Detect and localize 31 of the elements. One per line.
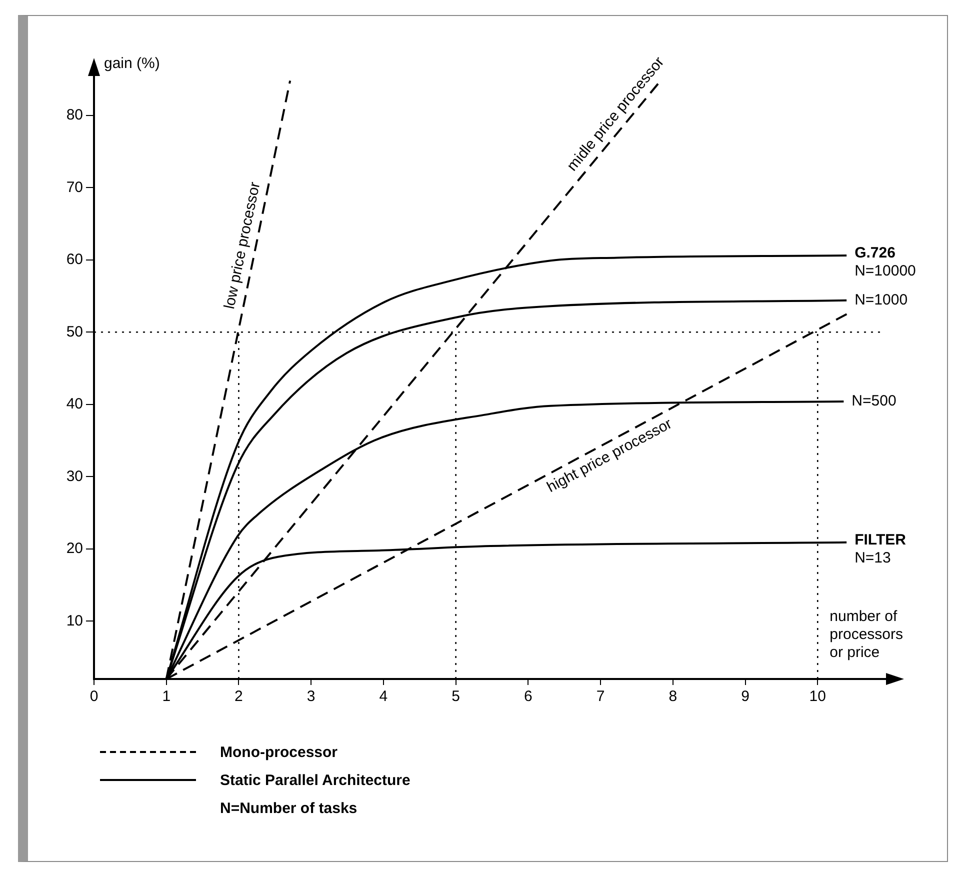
- x-tick-label: 8: [668, 688, 678, 706]
- series-label: N=1000: [854, 291, 908, 308]
- y-tick-label: 40: [66, 396, 83, 413]
- x-tick-label: 1: [162, 688, 171, 706]
- text: N=Number of tasks: [220, 800, 358, 816]
- x-tick-label: 5: [452, 688, 460, 706]
- series-label: N=13: [854, 550, 891, 567]
- x-tick-label: 3: [306, 688, 316, 706]
- x-tick-label: 9: [741, 688, 750, 706]
- x-tick-label: 2: [234, 688, 243, 706]
- y-tick-label: 30: [66, 468, 83, 485]
- annotation: G.726: [854, 244, 896, 262]
- text: Static Parallel Architecture: [220, 772, 410, 788]
- x-axis-title: number of processors or price: [830, 608, 903, 662]
- y-tick-label: 80: [66, 106, 83, 124]
- y-tick-label: 20: [66, 540, 83, 558]
- y-tick-label: 10: [66, 612, 83, 630]
- series-label: N=500: [852, 392, 896, 410]
- x-tick-label: 10: [809, 688, 826, 706]
- y-tick-label: 60: [66, 251, 83, 268]
- y-tick-label: 50: [66, 323, 83, 340]
- text: low price processor: [220, 180, 264, 310]
- x-tick-label: 6: [524, 688, 532, 706]
- x-tick-label: 0: [90, 688, 98, 706]
- text: Mono-processor: [220, 744, 338, 760]
- annotation: FILTER: [854, 532, 906, 549]
- series-label: N=10000: [854, 262, 916, 280]
- y-tick-label: 70: [66, 178, 83, 196]
- y-axis-title: gain (%): [104, 55, 160, 72]
- x-tick-label: 4: [379, 688, 388, 706]
- x-tick-label: 7: [596, 688, 605, 706]
